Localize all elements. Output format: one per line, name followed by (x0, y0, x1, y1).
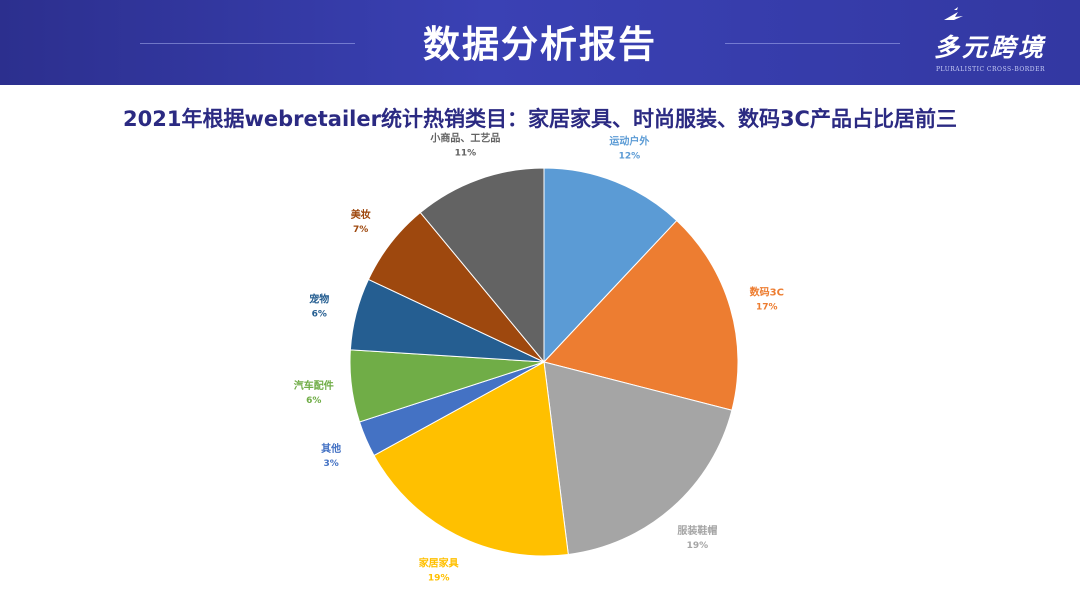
pie-value-label-6: 6% (312, 309, 327, 319)
pie-value-label-8: 11% (455, 149, 477, 159)
pie-value-label-0: 12% (619, 151, 641, 161)
pie-label-2: 服装鞋帽 (677, 524, 717, 537)
chart-title: 2021年根据webretailer统计热销类目：家居家具、时尚服装、数码3C产… (123, 107, 957, 131)
pie-label-4: 其他 (321, 442, 341, 455)
pie-slice-8 (419, 167, 545, 364)
pie-slices (349, 167, 739, 557)
pie-label-0: 运动户外 (609, 134, 649, 147)
logo-crescent-icon (899, 7, 963, 79)
page-title: 数据分析报告 (423, 23, 657, 66)
pie-value-label-1: 17% (756, 302, 778, 312)
pie-value-label-5: 6% (306, 396, 321, 406)
pie-label-6: 宠物 (309, 292, 329, 305)
pie-value-label-3: 19% (428, 574, 450, 584)
logo-text: 多元跨境 (934, 33, 1047, 62)
header-decoration-line-left (140, 43, 355, 44)
pie-slice-2 (543, 361, 733, 556)
pie-label-1: 数码3C (750, 285, 784, 298)
brand-logo: 多元跨境 PLURALISTIC CROSS-BORDER (884, 0, 1080, 85)
header-decoration-line-right (725, 43, 900, 44)
header-banner: 数据分析报告 多元跨境 PLURALISTIC CROSS-BORDER (0, 0, 1080, 85)
pie-labels: 运动户外 12% 数码3C 17% 服装鞋帽 19% 家居家具 19% 其他 3% 汽车配件 6% 宠物… (294, 132, 784, 584)
pie-value-label-7: 7% (353, 225, 368, 235)
pie-label-3: 家居家具 (419, 557, 459, 570)
logo-subtext: PLURALISTIC CROSS-BORDER (936, 66, 1045, 73)
pie-label-5: 汽车配件 (294, 379, 334, 392)
pie-slice-1 (543, 219, 739, 411)
pie-label-7: 美妆 (351, 208, 371, 221)
pie-slice-3 (373, 361, 569, 557)
pie-value-label-2: 19% (687, 541, 709, 551)
pie-label-8: 小商品、工艺品 (429, 132, 500, 145)
pie-value-label-4: 3% (323, 459, 338, 469)
pie-slice-0 (543, 167, 678, 364)
